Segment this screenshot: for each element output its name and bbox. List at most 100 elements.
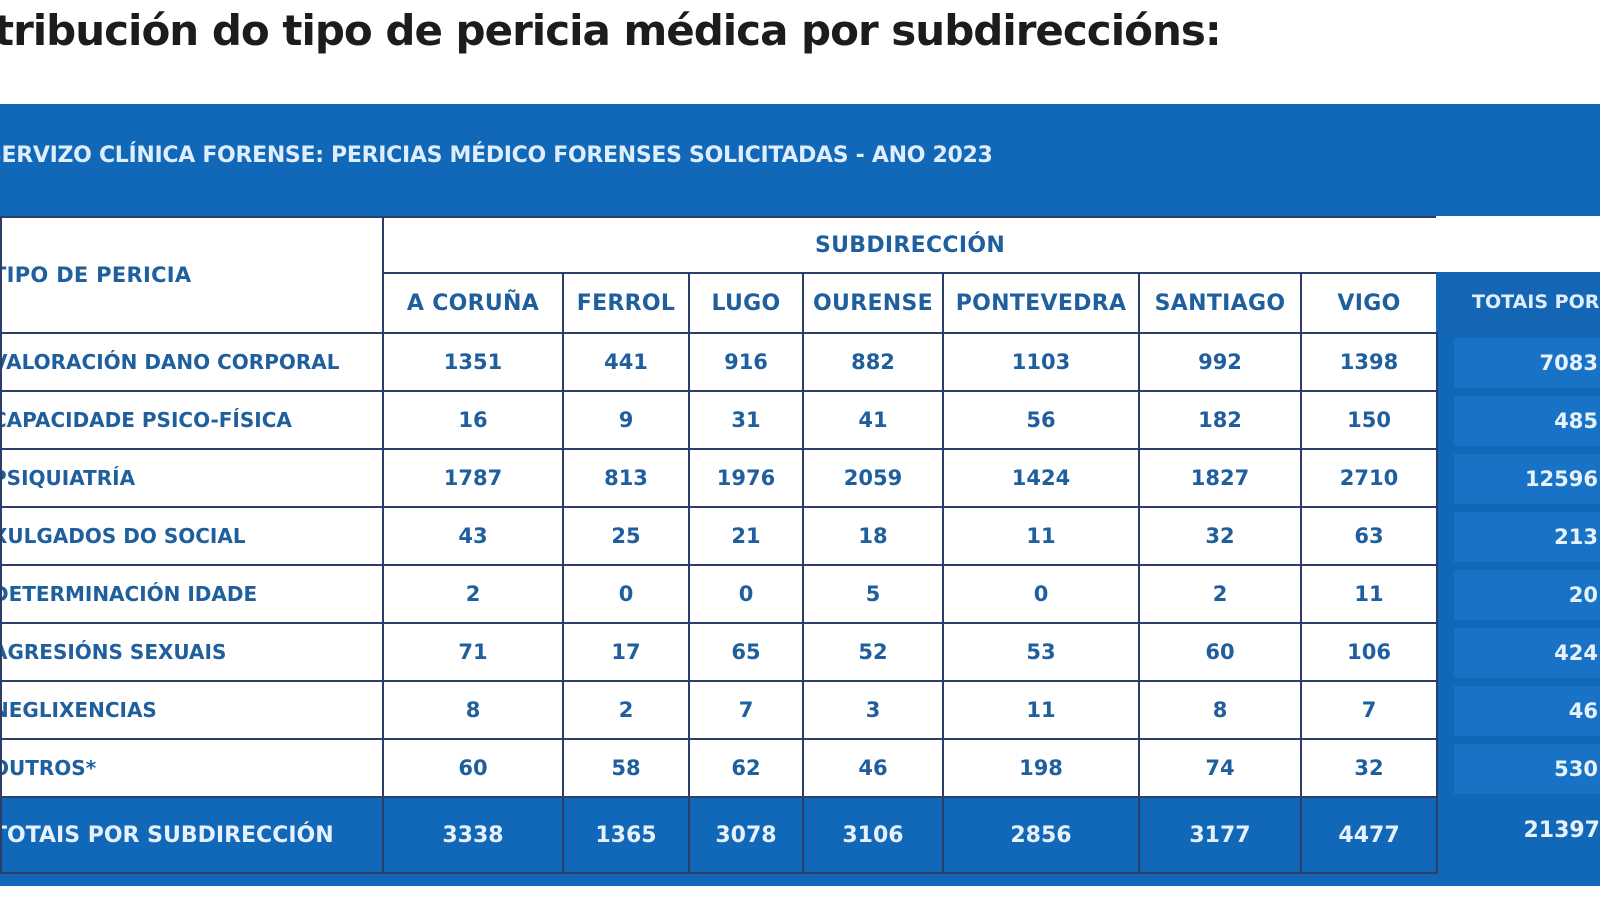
row-total: 213: [1454, 512, 1600, 562]
total-cell: 2856: [942, 796, 1140, 874]
table-row: OUTROS* 60 58 62 46 198 74 32: [0, 738, 1439, 798]
cell: 8: [1138, 680, 1302, 740]
column-header: SANTIAGO: [1138, 272, 1302, 334]
cell: 150: [1299, 390, 1439, 450]
cell: 2: [1138, 564, 1302, 624]
cell: 2710: [1299, 448, 1439, 508]
row-total: 424: [1454, 628, 1600, 678]
totals-column: TOTAIS POR 7083 485 12596 213 20 424 46 …: [1436, 216, 1600, 872]
cell: 1424: [942, 448, 1140, 508]
cell: 32: [1138, 506, 1302, 566]
cell: 1787: [382, 448, 564, 508]
cell: 32: [1299, 738, 1439, 798]
row-total: 7083: [1454, 338, 1600, 388]
cell: 106: [1299, 622, 1439, 682]
cell: 8: [382, 680, 564, 740]
cell: 2059: [802, 448, 944, 508]
cell: 11: [942, 680, 1140, 740]
row-label: OUTROS*: [0, 738, 384, 798]
page-headline: tribución do tipo de pericia médica por …: [0, 6, 1222, 55]
cell: 0: [688, 564, 804, 624]
tipo-de-pericia-header: TIPO DE PERICIA: [0, 216, 384, 334]
table-row: DETERMINACIÓN IDADE 2 0 0 5 0 2 11: [0, 564, 1439, 624]
row-label: AGRESIÓNS SEXUAIS: [0, 622, 384, 682]
table-row: VALORACIÓN DANO CORPORAL 1351 441 916 88…: [0, 332, 1439, 392]
total-cell: 4477: [1299, 796, 1439, 874]
cell: 5: [802, 564, 944, 624]
total-cell: 3177: [1138, 796, 1302, 874]
table-row: AGRESIÓNS SEXUAIS 71 17 65 52 53 60 106: [0, 622, 1439, 682]
cell: 7: [688, 680, 804, 740]
table-title: SERVIZO CLÍNICA FORENSE: PERICIAS MÉDICO…: [0, 143, 993, 168]
table-row: NEGLIXENCIAS 8 2 7 3 11 8 7: [0, 680, 1439, 740]
cell: 41: [802, 390, 944, 450]
totals-row-label: TOTAIS POR SUBDIRECCIÓN: [0, 796, 384, 874]
cell: 31: [688, 390, 804, 450]
cell: 65: [688, 622, 804, 682]
cell: 18: [802, 506, 944, 566]
cell: 71: [382, 622, 564, 682]
column-header: A CORUÑA: [382, 272, 564, 334]
cell: 21: [688, 506, 804, 566]
cell: 882: [802, 332, 944, 392]
row-total: 46: [1454, 686, 1600, 736]
row-label: CAPACIDADE PSICO-FÍSICA: [0, 390, 384, 450]
cell: 74: [1138, 738, 1302, 798]
cell: 7: [1299, 680, 1439, 740]
totals-column-spacer: [1436, 216, 1600, 272]
cell: 813: [562, 448, 690, 508]
table-row: PSIQUIATRÍA 1787 813 1976 2059 1424 1827…: [0, 448, 1439, 508]
cell: 58: [562, 738, 690, 798]
total-cell: 3078: [688, 796, 804, 874]
cell: 441: [562, 332, 690, 392]
cell: 1351: [382, 332, 564, 392]
total-cell: 3338: [382, 796, 564, 874]
cell: 1976: [688, 448, 804, 508]
cell: 60: [1138, 622, 1302, 682]
row-total: 12596: [1454, 454, 1600, 504]
row-label: PSIQUIATRÍA: [0, 448, 384, 508]
totals-row: TOTAIS POR SUBDIRECCIÓN 3338 1365 3078 3…: [0, 796, 1439, 874]
table-row: CAPACIDADE PSICO-FÍSICA 16 9 31 41 56 18…: [0, 390, 1439, 450]
cell: 1398: [1299, 332, 1439, 392]
cell: 916: [688, 332, 804, 392]
column-header: PONTEVEDRA: [942, 272, 1140, 334]
row-total: 530: [1454, 744, 1600, 794]
cell: 60: [382, 738, 564, 798]
cell: 62: [688, 738, 804, 798]
total-cell: 1365: [562, 796, 690, 874]
cell: 25: [562, 506, 690, 566]
row-label: XULGADOS DO SOCIAL: [0, 506, 384, 566]
cell: 17: [562, 622, 690, 682]
cell: 56: [942, 390, 1140, 450]
row-total: 20: [1454, 570, 1600, 620]
cell: 0: [942, 564, 1140, 624]
cell: 16: [382, 390, 564, 450]
cell: 43: [382, 506, 564, 566]
total-cell: 3106: [802, 796, 944, 874]
totals-column-header: TOTAIS POR: [1436, 272, 1600, 332]
cell: 63: [1299, 506, 1439, 566]
column-header: LUGO: [688, 272, 804, 334]
cell: 11: [1299, 564, 1439, 624]
row-label: DETERMINACIÓN IDADE: [0, 564, 384, 624]
cell: 3: [802, 680, 944, 740]
row-label: NEGLIXENCIAS: [0, 680, 384, 740]
cell: 9: [562, 390, 690, 450]
cell: 11: [942, 506, 1140, 566]
cell: 1827: [1138, 448, 1302, 508]
cell: 53: [942, 622, 1140, 682]
cell: 992: [1138, 332, 1302, 392]
cell: 2: [562, 680, 690, 740]
table-row: XULGADOS DO SOCIAL 43 25 21 18 11 32 63: [0, 506, 1439, 566]
cell: 46: [802, 738, 944, 798]
subdireccion-header: SUBDIRECCIÓN: [381, 216, 1439, 274]
cell: 182: [1138, 390, 1302, 450]
column-header: FERROL: [562, 272, 690, 334]
pericias-table: TIPO DE PERICIA SUBDIRECCIÓN A CORUÑA FE…: [0, 216, 1439, 874]
row-total: 485: [1454, 396, 1600, 446]
grand-total: 21397: [1436, 796, 1600, 866]
row-label: VALORACIÓN DANO CORPORAL: [0, 332, 384, 392]
cell: 1103: [942, 332, 1140, 392]
column-header: VIGO: [1299, 272, 1439, 334]
